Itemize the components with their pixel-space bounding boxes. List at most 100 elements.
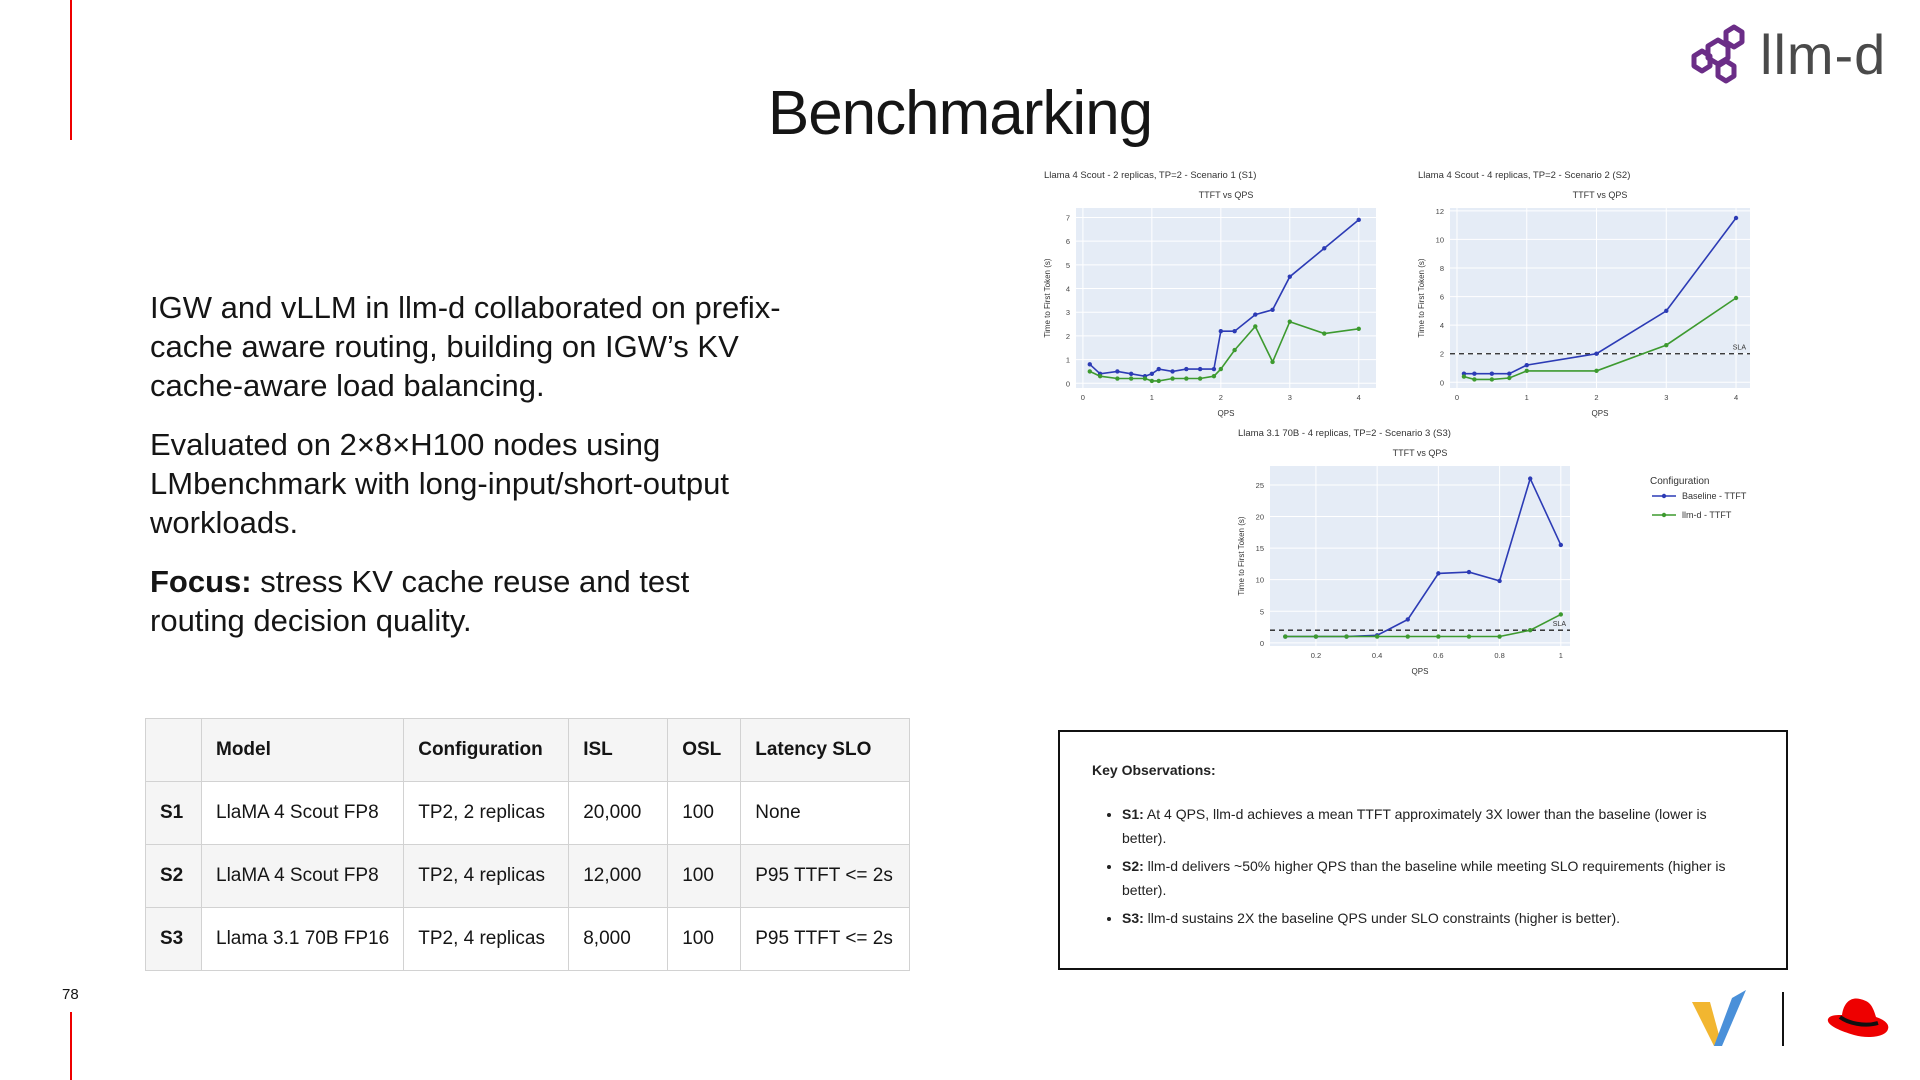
data-point: [1211, 373, 1217, 379]
chart-panel-title: Llama 3.1 70B - 4 replicas, TP=2 - Scena…: [1238, 428, 1451, 439]
data-point: [1287, 319, 1292, 324]
data-point: [1507, 375, 1512, 381]
data-point: [1374, 634, 1380, 639]
y-tick-label: 6: [1440, 293, 1444, 302]
paragraph-focus: Focus: stress KV cache reuse and test ro…: [150, 562, 790, 640]
chart-panel-title: Llama 4 Scout - 4 replicas, TP=2 - Scena…: [1418, 170, 1630, 181]
table-row: S1 LlaMA 4 Scout FP8 TP2, 2 replicas 20,…: [145, 781, 911, 845]
x-tick-label: 0.6: [1433, 651, 1443, 660]
data-point: [1197, 376, 1203, 381]
series-line: [1285, 613, 1562, 638]
series-line: [1464, 217, 1737, 375]
table-cell: TP2, 4 replicas: [403, 844, 570, 908]
y-tick-label: 5: [1260, 607, 1264, 616]
chart-panel-s2: Llama 4 Scout - 4 replicas, TP=2 - Scena…: [1410, 164, 1770, 422]
x-tick-label: 3: [1664, 393, 1668, 402]
data-point: [1253, 324, 1258, 329]
table-cell: 20,000: [568, 781, 669, 845]
focus-label: Focus:: [150, 564, 252, 599]
data-point: [1405, 634, 1410, 639]
data-point: [1211, 366, 1217, 372]
data-point: [1156, 378, 1161, 384]
header-cell: [145, 718, 202, 782]
x-axis-label: QPS: [1218, 409, 1235, 418]
table-cell: P95 TTFT <= 2s: [740, 844, 911, 908]
x-tick-label: 0.4: [1372, 651, 1382, 660]
y-axis-label: Time to First Token (s): [1043, 258, 1052, 337]
y-tick-label: 25: [1256, 481, 1264, 490]
data-point: [1497, 634, 1502, 639]
series-line: [1463, 297, 1737, 381]
data-point: [1253, 312, 1258, 317]
observation-text: llm-d sustains 2X the baseline QPS under…: [1143, 910, 1621, 926]
data-point: [1218, 328, 1224, 334]
page-title: Benchmarking: [767, 79, 1153, 148]
data-point: [1170, 369, 1175, 374]
chart-panel-title: Llama 4 Scout - 2 replicas, TP=2 - Scena…: [1044, 170, 1256, 181]
accent-line-top: [70, 0, 72, 140]
observations-heading: Key Observations:: [1092, 762, 1216, 778]
y-tick-label: 20: [1256, 513, 1264, 522]
x-tick-label: 1: [1150, 393, 1154, 402]
sla-label: SLA: [1553, 621, 1567, 628]
data-point: [1524, 368, 1529, 374]
vllm-logo-icon: [1692, 990, 1746, 1046]
x-tick-label: 0.2: [1311, 651, 1321, 660]
table-cell: 12,000: [568, 844, 669, 908]
data-point: [1184, 366, 1189, 372]
data-point: [1489, 371, 1495, 376]
plot-area: [1450, 208, 1750, 388]
data-point: [1356, 217, 1361, 223]
x-tick-label: 0: [1081, 393, 1085, 402]
key-observations-box: Key Observations: S1: At 4 QPS, llm-d ac…: [1058, 730, 1788, 970]
y-axis-label: Time to First Token (s): [1237, 516, 1246, 595]
data-point: [1436, 571, 1441, 576]
focus-text: stress KV cache reuse and test routing d…: [150, 564, 690, 638]
list-item: S1: At 4 QPS, llm-d achieves a mean TTFT…: [1122, 802, 1754, 850]
y-tick-label: 7: [1066, 213, 1070, 222]
header-cell: Model: [200, 718, 405, 782]
table-cell: Llama 3.1 70B FP16: [200, 907, 405, 971]
y-tick-label: 4: [1440, 321, 1444, 330]
y-tick-label: 8: [1440, 264, 1444, 273]
accent-line-bottom: [70, 1012, 72, 1080]
logo-text: llm-d: [1760, 23, 1887, 86]
table-header-row: Model Configuration ISL OSL Latency SLO: [145, 718, 911, 782]
chart-s3: Llama 3.1 70B - 4 replicas, TP=2 - Scena…: [1237, 428, 1570, 676]
data-point: [1322, 331, 1327, 336]
data-point: [1149, 371, 1155, 376]
data-point: [1524, 362, 1529, 368]
data-point: [1270, 359, 1275, 365]
table-cell: TP2, 4 replicas: [403, 907, 570, 971]
y-tick-label: 0: [1260, 639, 1264, 648]
y-tick-label: 10: [1436, 235, 1444, 244]
x-tick-label: 1: [1525, 393, 1529, 402]
table-cell: None: [740, 781, 911, 845]
llm-d-logo: llm-d: [1688, 22, 1886, 87]
chart-panel-s3: Llama 3.1 70B - 4 replicas, TP=2 - Scena…: [1230, 422, 1590, 680]
table-cell: S3: [145, 907, 202, 971]
legend-title: Configuration: [1650, 476, 1709, 487]
data-point: [1232, 328, 1237, 334]
x-axis-label: QPS: [1592, 409, 1609, 418]
chart-s1: Llama 4 Scout - 2 replicas, TP=2 - Scena…: [1043, 170, 1376, 418]
observation-text: At 4 QPS, llm-d achieves a mean TTFT app…: [1122, 806, 1707, 846]
data-point: [1270, 307, 1275, 313]
data-point: [1558, 542, 1564, 548]
data-point: [1197, 366, 1203, 372]
table-cell: LlaMA 4 Scout FP8: [200, 844, 405, 908]
x-tick-label: 4: [1734, 393, 1738, 402]
data-point: [1594, 351, 1599, 356]
table-cell: 100: [667, 781, 742, 845]
data-point: [1472, 371, 1477, 376]
x-tick-label: 2: [1219, 393, 1223, 402]
paragraph-evaluation: Evaluated on 2×8×H100 nodes using LMbenc…: [150, 427, 729, 540]
chart-panel-s1: Llama 4 Scout - 2 replicas, TP=2 - Scena…: [1036, 164, 1396, 422]
observation-label: S3:: [1122, 910, 1144, 926]
page-number: 78: [62, 986, 79, 1003]
x-tick-label: 1: [1559, 651, 1563, 660]
data-point: [1142, 376, 1148, 381]
series-line: [1089, 219, 1360, 378]
paragraph-collaboration: IGW and vLLM in llm-d collaborated on pr…: [150, 290, 781, 403]
data-point: [1170, 376, 1175, 381]
